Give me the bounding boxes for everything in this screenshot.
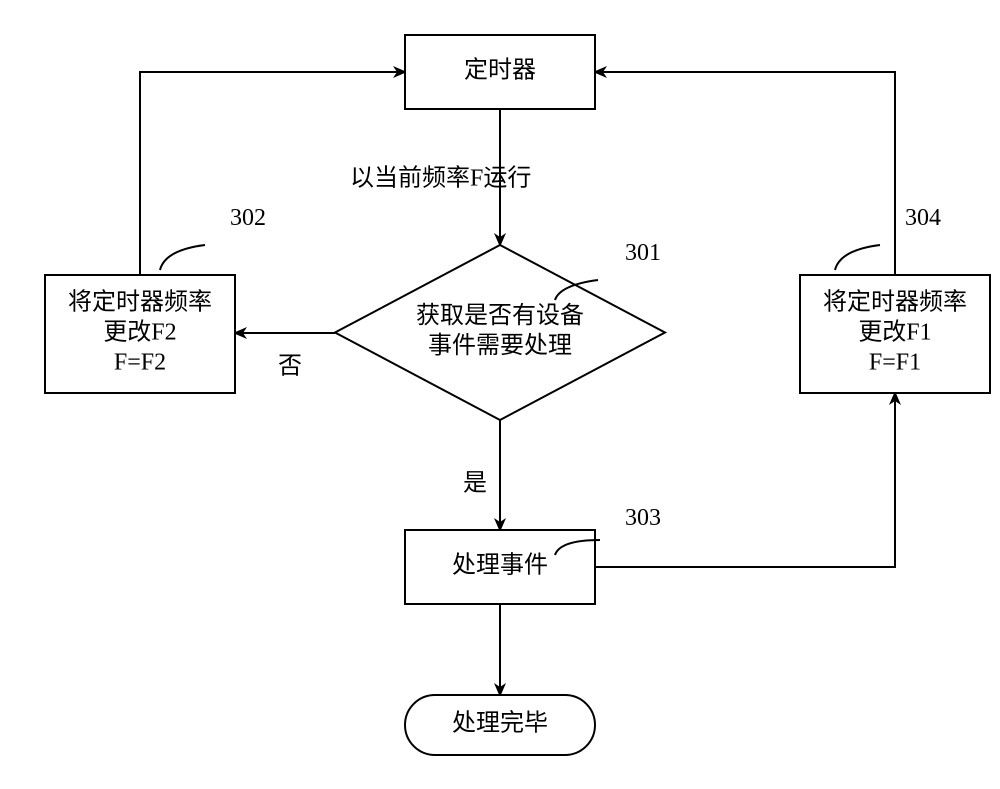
svg-text:302: 302 bbox=[230, 205, 266, 231]
node-decision: 获取是否有设备事件需要处理 bbox=[335, 245, 665, 420]
ref-304: 304 bbox=[835, 205, 941, 270]
svg-text:303: 303 bbox=[625, 505, 661, 531]
svg-text:F=F1: F=F1 bbox=[869, 350, 921, 376]
edge-label-decision_to_303: 是 bbox=[463, 471, 487, 497]
svg-text:将定时器频率: 将定时器频率 bbox=[68, 289, 212, 316]
svg-text:F=F2: F=F2 bbox=[114, 350, 166, 376]
node-end: 处理完毕 bbox=[405, 695, 595, 755]
svg-text:将定时器频率: 将定时器频率 bbox=[823, 289, 967, 316]
node-timer: 定时器 bbox=[405, 35, 595, 109]
edge-label-decision_to_302: 否 bbox=[278, 354, 302, 380]
svg-text:处理事件: 处理事件 bbox=[452, 552, 548, 579]
node-box304: 将定时器频率更改F1 F=F1 bbox=[800, 275, 990, 393]
node-box302: 将定时器频率更改F2 F=F2 bbox=[45, 275, 235, 393]
svg-text:更改F1: 更改F1 bbox=[858, 319, 931, 346]
svg-text:定时器: 定时器 bbox=[464, 57, 536, 84]
svg-text:301: 301 bbox=[625, 240, 661, 266]
svg-text:处理完毕: 处理完毕 bbox=[452, 710, 548, 737]
edge-label-timer_to_decision: 以当前频率F运行 bbox=[350, 165, 531, 192]
svg-text:更改F2: 更改F2 bbox=[103, 319, 176, 346]
svg-text:事件需要处理: 事件需要处理 bbox=[428, 332, 572, 359]
svg-text:获取是否有设备: 获取是否有设备 bbox=[416, 302, 584, 329]
svg-text:304: 304 bbox=[905, 205, 941, 231]
ref-302: 302 bbox=[160, 205, 266, 270]
node-box303: 处理事件 bbox=[405, 530, 595, 604]
edge-303_to_304 bbox=[595, 393, 895, 567]
flowchart-canvas: 定时器获取是否有设备事件需要处理将定时器频率更改F2F=F2处理事件将定时器频率… bbox=[0, 0, 1000, 789]
